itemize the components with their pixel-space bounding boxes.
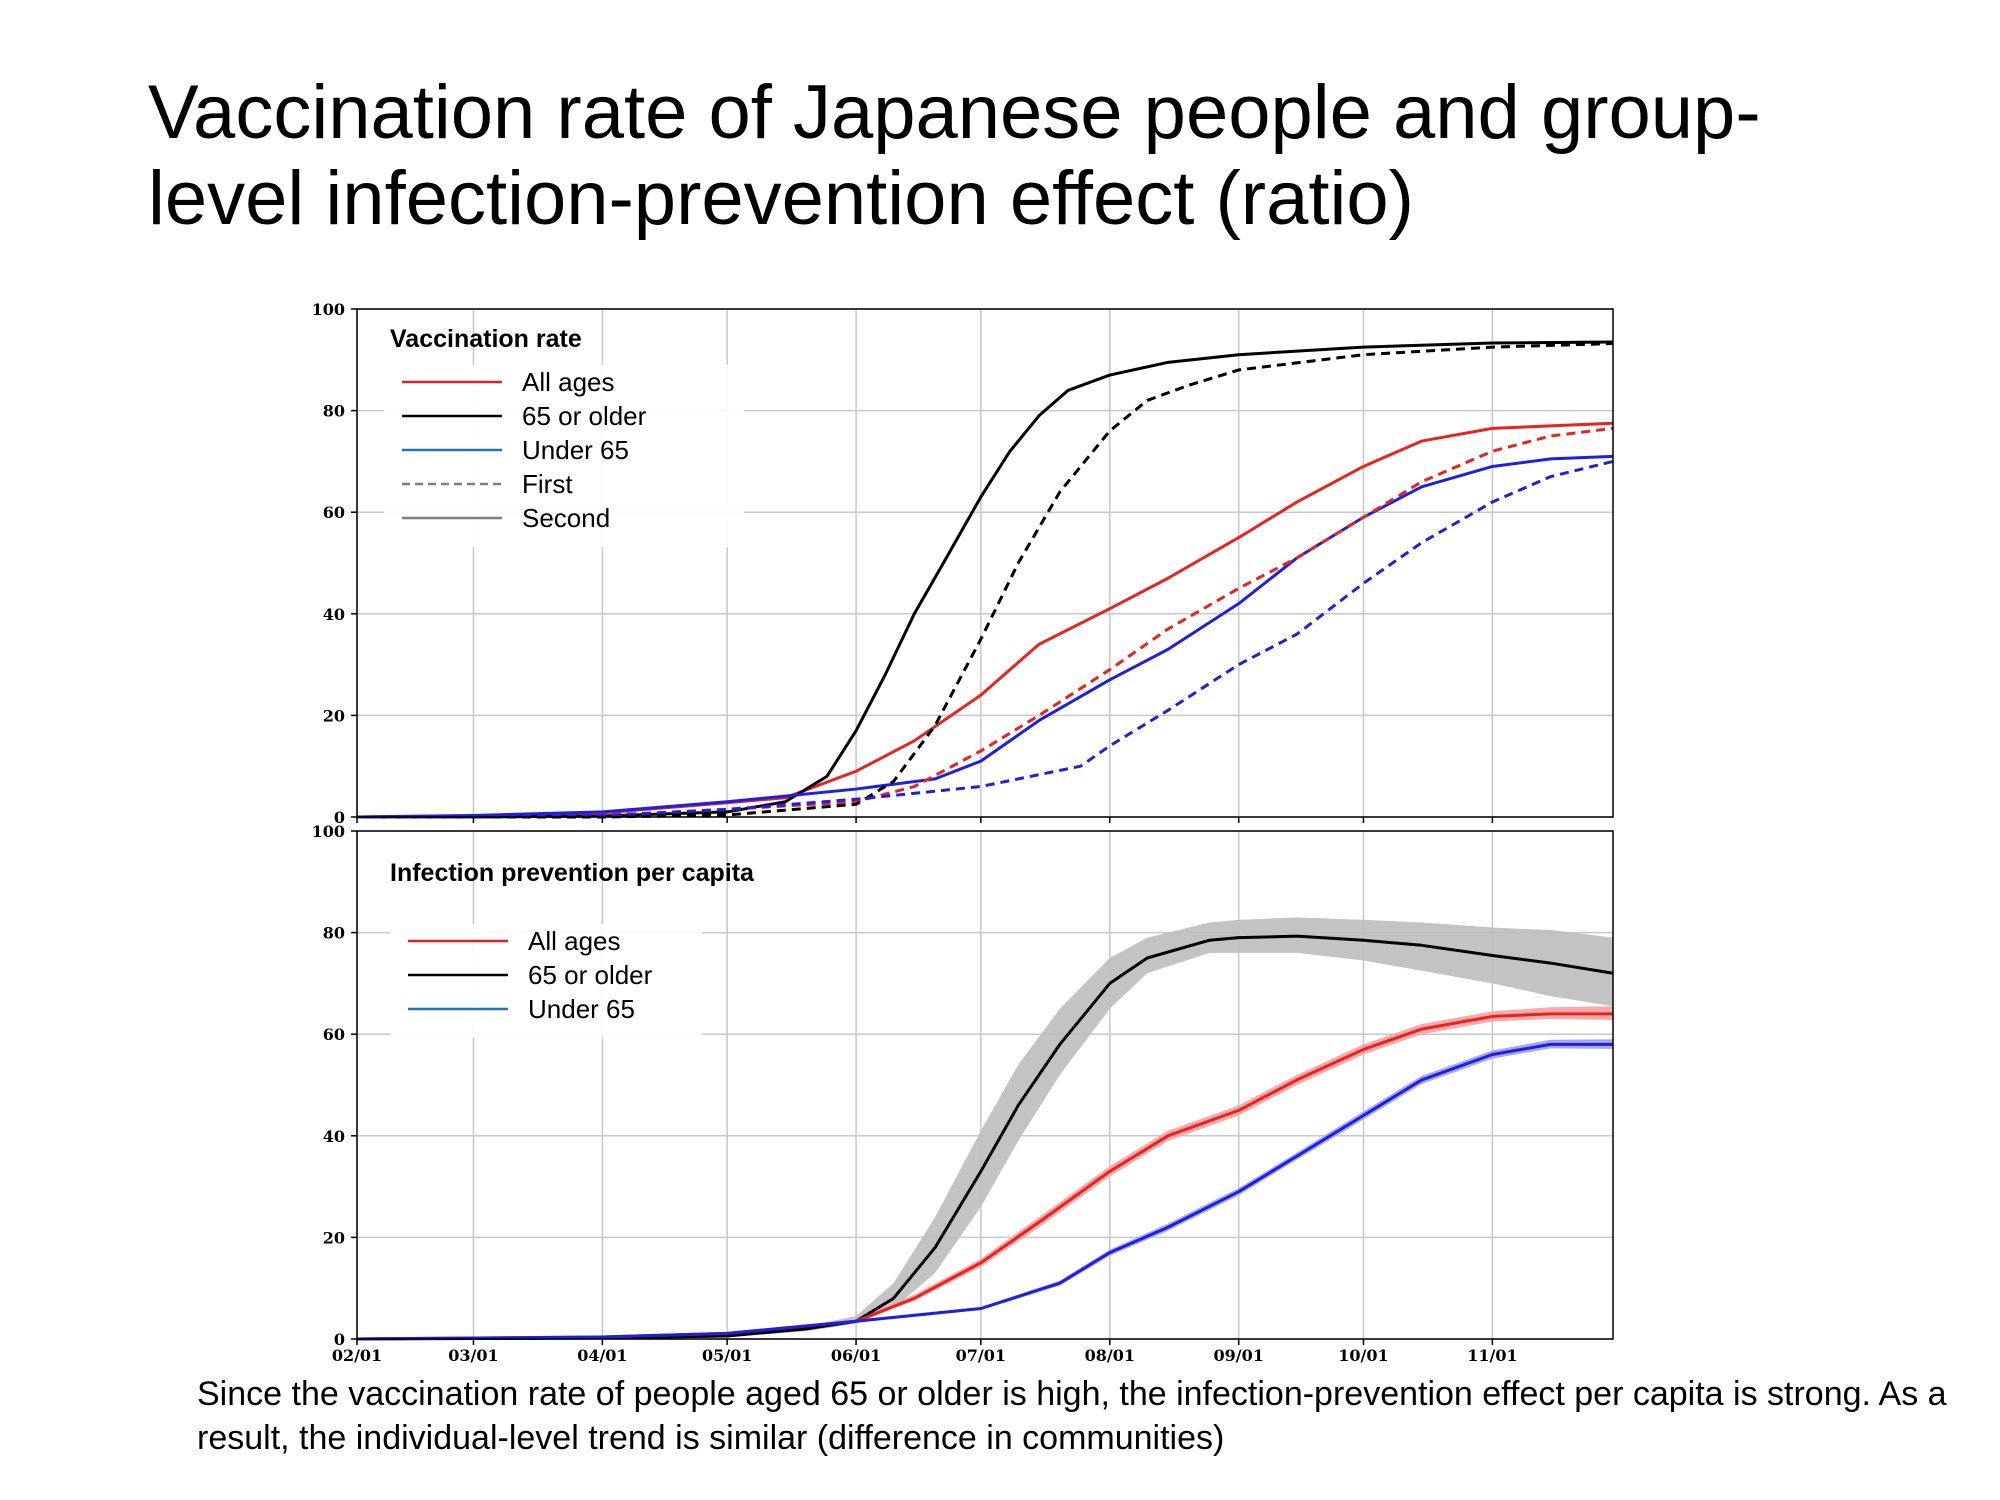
- x-tick-label: 03/01: [448, 1346, 498, 1365]
- y-tick-label: 60: [323, 503, 345, 522]
- series-line: [356, 1042, 1613, 1341]
- x-tick-label: 11/01: [1467, 1346, 1517, 1365]
- legend-label: 65 or older: [522, 401, 647, 431]
- legend-label: Under 65: [528, 994, 635, 1024]
- x-tick-label: 06/01: [831, 1346, 881, 1365]
- series-line: [357, 459, 1614, 819]
- plot-frame: [356, 830, 1614, 1340]
- series-line: [357, 342, 1614, 819]
- caption: Since the vaccination rate of people age…: [197, 1375, 1947, 1457]
- x-tick-label: 02/01: [332, 1346, 382, 1365]
- x-tick-label: 04/01: [577, 1346, 627, 1365]
- x-tick-label: 10/01: [1338, 1346, 1388, 1365]
- y-tick-label: 0: [334, 1330, 345, 1349]
- panel-title: Vaccination rate: [390, 325, 582, 353]
- legend-label: Under 65: [522, 435, 629, 465]
- infection-prevention-panel: 0 20 40 60 80 100 Infection prevention per cap…: [312, 822, 1614, 1349]
- series-line: [356, 934, 1614, 1341]
- legend-label: All ages: [528, 926, 621, 956]
- plot-frame: [356, 308, 1614, 818]
- y-tick-label: 100: [312, 300, 345, 319]
- panel-title: Infection prevention per capita: [390, 859, 755, 887]
- x-tick-label: 08/01: [1085, 1346, 1135, 1365]
- y-tick-label: 20: [323, 706, 345, 725]
- y-tick-label: 60: [323, 1025, 345, 1044]
- y-tick-label: 20: [323, 1228, 345, 1247]
- series-line: [357, 426, 1614, 819]
- uncertainty-band: [357, 917, 1613, 1339]
- page-title: Vaccination rate of Japanese people and …: [148, 70, 1761, 241]
- plot-area: [357, 831, 1613, 1339]
- y-tick-label: 100: [312, 822, 345, 841]
- vaccination-rate-panel: 0 20 40 60 80 100 Vaccination rate All ages 65 o…: [312, 300, 1614, 827]
- legend-box: [384, 365, 744, 547]
- x-tick-label: 07/01: [956, 1346, 1006, 1365]
- y-tick-label: 40: [323, 1127, 345, 1146]
- x-tick-label: 05/01: [702, 1346, 752, 1365]
- legend-label: All ages: [522, 367, 615, 397]
- legend-label: 65 or older: [528, 960, 653, 990]
- legend-label: First: [522, 469, 573, 499]
- x-axis-tick-labels: 02/01 03/01 04/01 05/01 06/01 07/01 08/01 09/01…: [332, 1346, 1518, 1365]
- y-tick-label: 80: [323, 402, 345, 421]
- series-line: [356, 454, 1614, 819]
- x-tick-label: 09/01: [1214, 1346, 1264, 1365]
- legend-label: Second: [522, 503, 610, 533]
- y-tick-label: 0: [334, 808, 345, 827]
- legend-box: [390, 924, 702, 1038]
- y-tick-label: 40: [323, 605, 345, 624]
- y-tick-label: 80: [323, 924, 345, 943]
